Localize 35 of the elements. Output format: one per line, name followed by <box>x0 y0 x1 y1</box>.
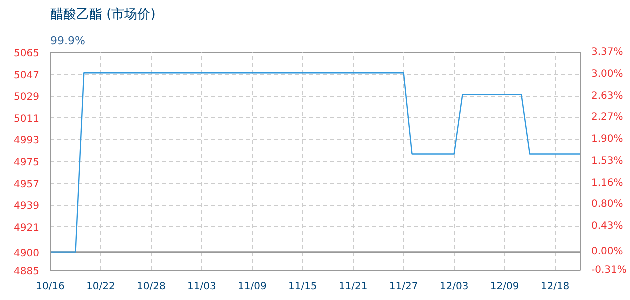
y2-tick-label: 1.53% <box>592 156 624 167</box>
y-tick-label: 4975 <box>14 158 40 168</box>
x-tick-label: 11/21 <box>338 282 368 292</box>
x-tick-label: 12/18 <box>540 282 570 292</box>
chart-title: 醋酸乙酯 (市场价) <box>50 8 156 22</box>
y2-tick-label: 3.37% <box>592 47 624 58</box>
x-tick-label: 12/03 <box>440 282 469 292</box>
y-tick-label: 5011 <box>14 114 40 125</box>
y2-tick-label: -0.31% <box>592 265 627 276</box>
y2-tick-label: 1.16% <box>592 178 624 189</box>
chart-subtitle: 99.9% <box>50 34 86 48</box>
x-tick-label: 10/22 <box>86 282 116 292</box>
y-tick-label: 4921 <box>14 222 40 234</box>
y2-tick-label: 0.00% <box>592 246 624 258</box>
x-tick-label: 11/27 <box>389 282 418 292</box>
y-tick-label: 4957 <box>14 179 40 190</box>
x-tick-label: 10/16 <box>36 282 65 292</box>
y2-tick-label: 0.43% <box>592 221 624 232</box>
y-tick-label: 4939 <box>14 201 40 212</box>
x-tick-label: 11/15 <box>288 282 318 292</box>
x-tick-label: 11/03 <box>188 282 216 292</box>
y-tick-label: 5065 <box>14 48 40 60</box>
y2-tick-label: 2.27% <box>592 112 624 124</box>
y-tick-label: 5047 <box>14 70 40 82</box>
y-tick-label: 4900 <box>14 248 40 260</box>
y2-tick-label: 3.00% <box>592 68 624 80</box>
x-tick-label: 10/28 <box>137 282 166 292</box>
x-tick-label: 12/09 <box>490 282 520 292</box>
y-tick-label: 5029 <box>14 92 40 104</box>
y2-tick-label: 1.90% <box>592 134 624 146</box>
x-tick-label: 11/09 <box>238 282 267 292</box>
y-tick-label: 4885 <box>14 266 40 278</box>
y2-tick-label: 0.80% <box>592 199 624 210</box>
y-tick-label: 4993 <box>14 136 40 147</box>
y2-tick-label: 2.63% <box>592 90 624 102</box>
